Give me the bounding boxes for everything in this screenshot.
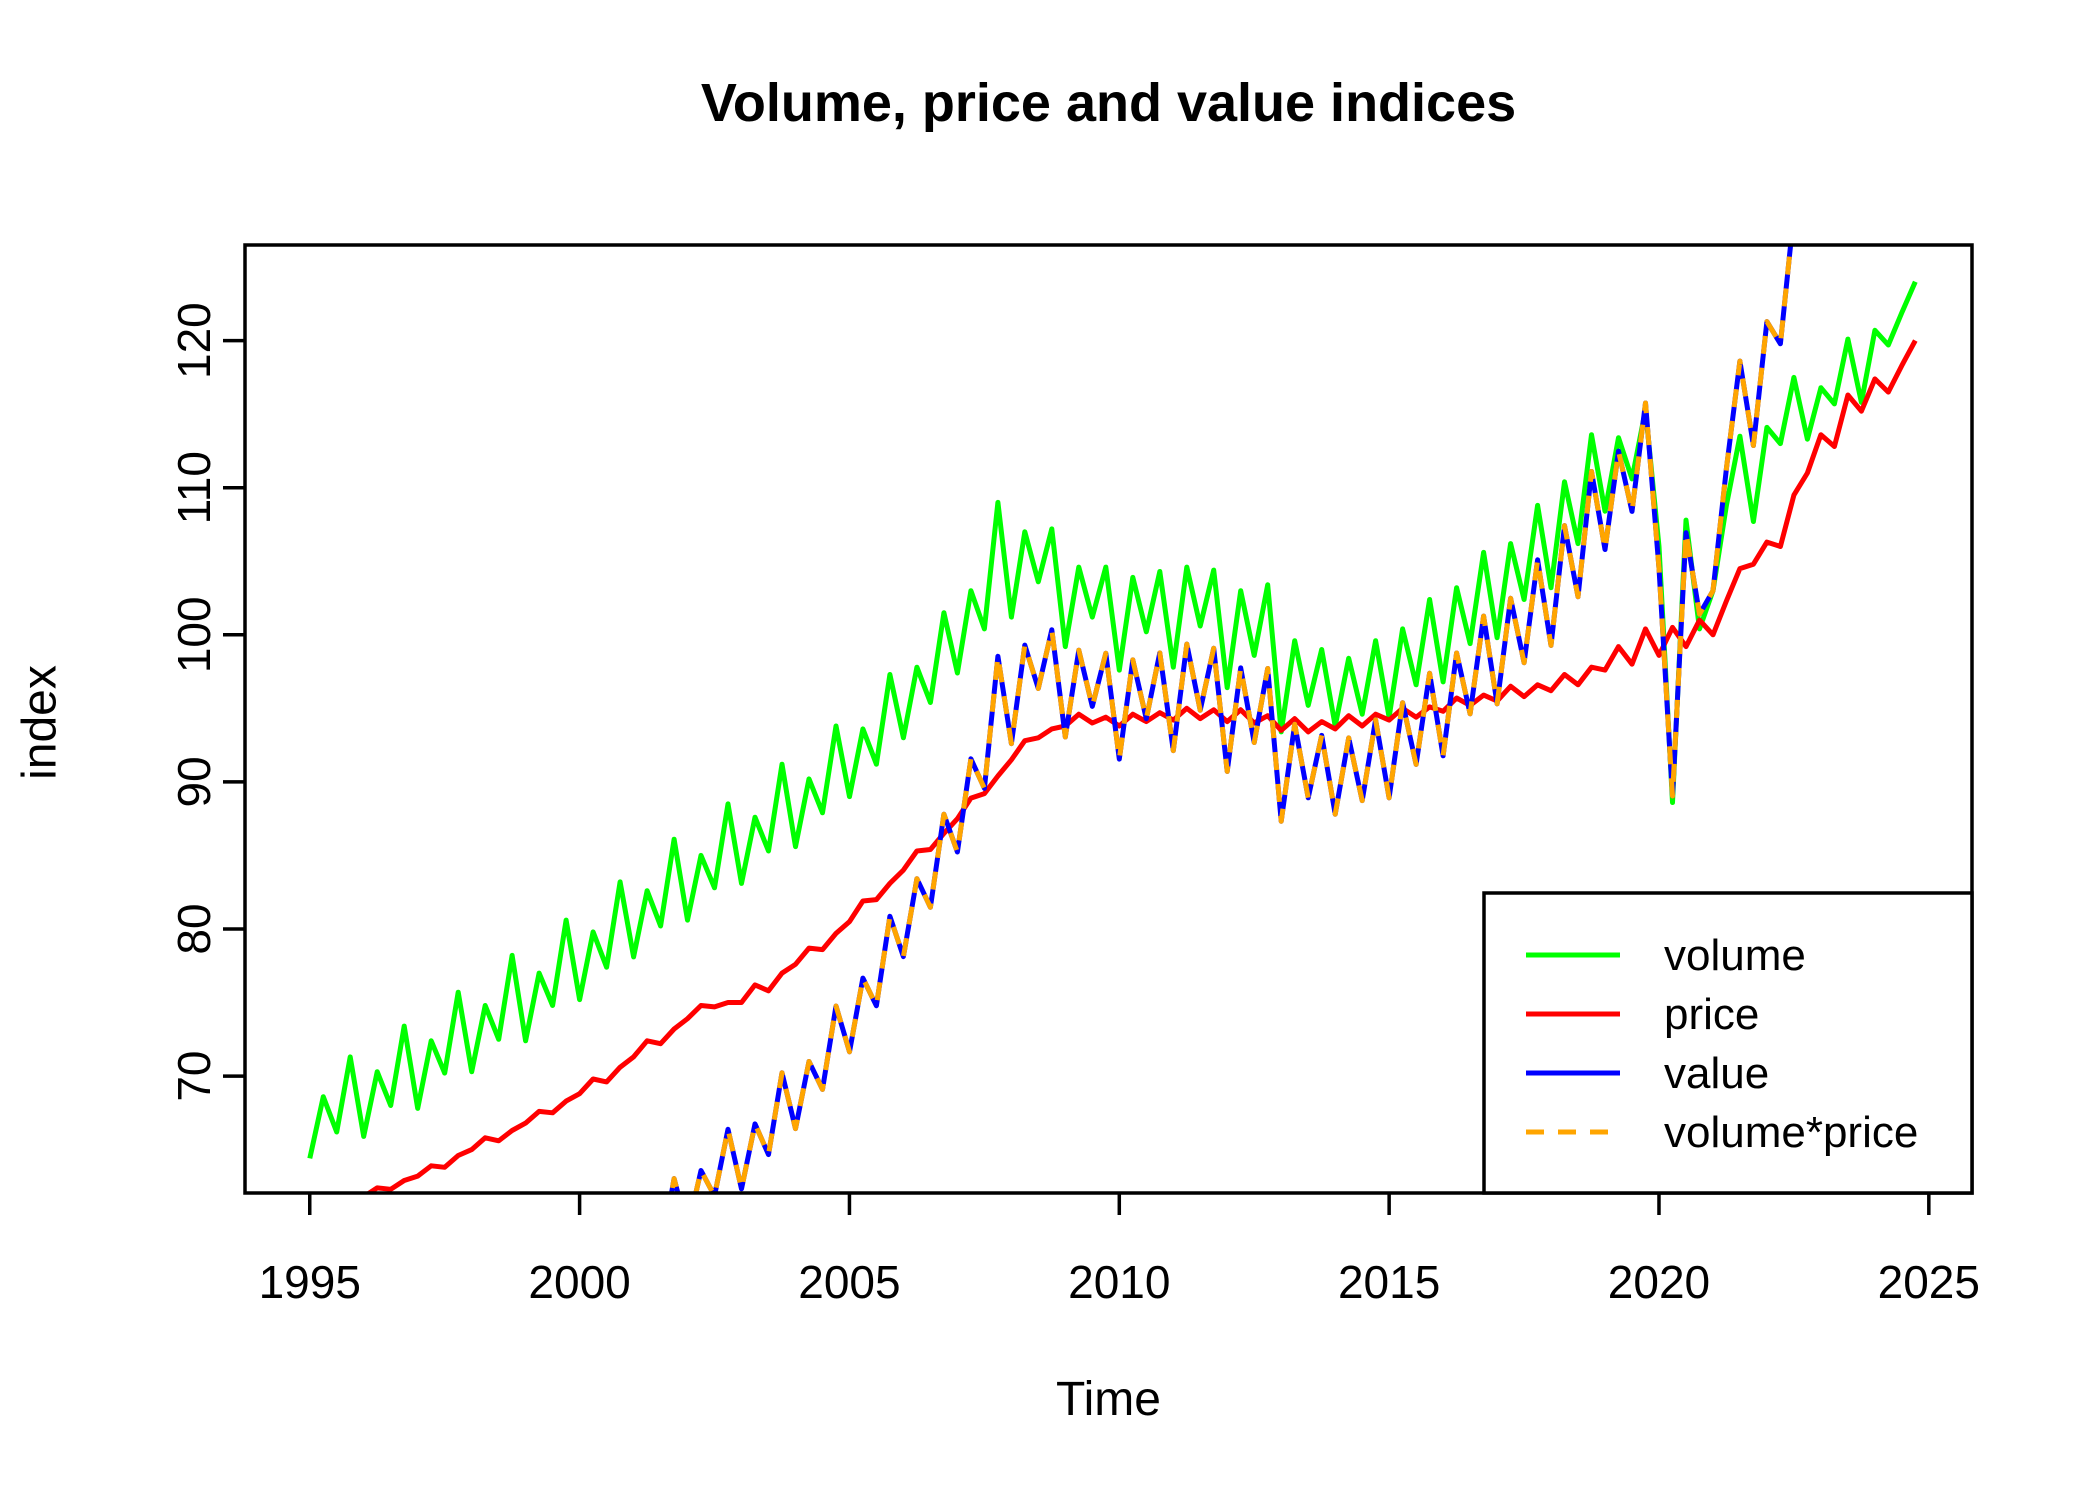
y-tick-label: 90 [168,756,220,807]
series-line-volume-price [668,245,1794,1193]
chart-title: Volume, price and value indices [700,73,1517,133]
y-tick-label: 110 [168,451,220,524]
y-tick-label: 100 [168,596,220,673]
legend-label-price: price [1664,990,1759,1039]
x-tick-label: 1995 [259,1256,361,1308]
legend: volume price value volume*price [1482,891,1974,1195]
legend-label-value: value [1664,1049,1769,1098]
x-tick-label: 2000 [528,1256,630,1308]
y-tick-label: 70 [168,1050,220,1101]
legend-box [1482,891,1974,1195]
x-tick-label: 2005 [798,1256,900,1308]
x-tick-label: 2020 [1608,1256,1710,1308]
plot-border [243,243,1974,1195]
y-tick-label: 120 [168,302,220,379]
x-tick-label: 2015 [1338,1256,1440,1308]
series-group [307,245,1918,1193]
y-tick-label: 80 [168,903,220,954]
y-axis-title: index [13,665,67,780]
legend-label-volume-price: volume*price [1664,1108,1918,1157]
y-axis: 70 80 90 100 110 120 [168,302,245,1102]
legend-label-volume: volume [1664,931,1806,980]
x-axis-title: Time [1056,1373,1161,1426]
x-axis: 1995 2000 2005 2010 2015 2020 2025 [259,1193,1980,1308]
x-tick-label: 2010 [1068,1256,1170,1308]
x-tick-label: 2025 [1878,1256,1980,1308]
